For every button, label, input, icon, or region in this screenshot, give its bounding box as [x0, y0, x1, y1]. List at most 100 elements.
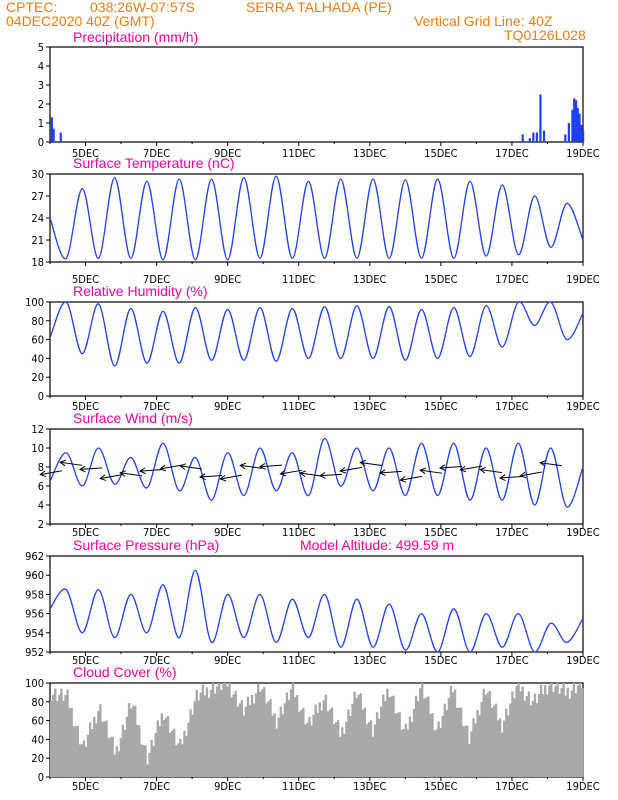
y-tick-label: 100	[25, 296, 44, 309]
cloud-bar	[322, 700, 325, 777]
cloud-bar	[123, 729, 127, 777]
precip-bar	[532, 132, 535, 142]
cloud-bar	[353, 691, 356, 777]
cloud-bar	[308, 717, 311, 777]
header-station: SERRA TALHADA (PE)	[246, 0, 392, 15]
cloud-bar	[517, 683, 520, 777]
cloud-bar	[494, 703, 498, 777]
wind-arrow	[180, 465, 203, 470]
wind-arrow-head	[159, 464, 167, 472]
cloud-bar	[406, 729, 410, 777]
wind-arrow-head	[99, 474, 107, 481]
cloud-bar	[117, 751, 120, 777]
wind-arrow-head	[119, 470, 127, 477]
cloud-bar	[220, 690, 223, 777]
cloud-bar	[330, 707, 334, 777]
cloud-bar	[334, 722, 338, 777]
wind-arrow-head	[239, 462, 247, 470]
cloud-bar	[535, 703, 539, 777]
x-tick-label: 5DEC	[72, 147, 99, 160]
cloud-bar	[552, 691, 555, 777]
y-tick-label: 40	[31, 352, 44, 365]
wind-arrow-head	[199, 473, 206, 481]
y-tick-label: 6	[38, 480, 44, 493]
cloud-bar	[572, 683, 576, 777]
x-tick-label: 7DEC	[143, 273, 170, 286]
wind-arrow-head	[219, 474, 227, 482]
wind-arrow	[460, 465, 483, 471]
cloud-bar	[537, 694, 541, 777]
cloud-bar	[525, 696, 528, 777]
x-tick-label: 5DEC	[72, 400, 99, 413]
cloud-bar	[240, 700, 243, 777]
x-tick-label: 13DEC	[353, 526, 386, 539]
cloud-bar	[386, 688, 389, 777]
wind-arrow	[380, 470, 403, 474]
cloud-bar	[293, 697, 297, 777]
cloud-bar	[556, 683, 559, 777]
wind-arrow-head	[79, 465, 86, 473]
wind-arrow	[420, 469, 443, 474]
cloud-bar	[347, 709, 350, 777]
cloud-bar	[242, 715, 246, 777]
cloud-bar	[433, 730, 436, 777]
y-tick-label: 12	[31, 423, 44, 436]
cloud-bar	[121, 724, 125, 777]
y-tick-label: 2	[38, 518, 44, 531]
cloud-bar	[439, 727, 442, 777]
cloud-bar	[509, 703, 512, 777]
x-tick-label: 9DEC	[214, 780, 241, 793]
cloud-bar	[191, 714, 194, 777]
cloud-bar	[302, 707, 305, 777]
cloud-bar	[259, 691, 262, 777]
cloud-bar	[527, 691, 530, 777]
cloud-bar	[76, 725, 79, 777]
cloud-bar	[498, 718, 502, 777]
cloud-bar	[425, 697, 428, 777]
wind-arrow-head	[379, 469, 386, 476]
series-line	[49, 175, 584, 261]
cloud-bar	[429, 714, 432, 777]
cloud-bar	[349, 715, 352, 777]
wind-arrow	[400, 475, 423, 481]
cloud-bar	[205, 687, 209, 777]
cloud-bar	[337, 720, 340, 777]
x-tick-label: 17DEC	[495, 273, 528, 286]
precip-bar	[580, 124, 583, 142]
cloud-bar	[289, 689, 293, 777]
cloud-bar	[109, 737, 112, 777]
cloud-bar	[199, 692, 202, 777]
cloud-bar	[482, 688, 485, 777]
cloud-bar	[269, 699, 272, 777]
cloud-bar	[150, 739, 153, 777]
wind-arrow	[500, 475, 523, 479]
cloud-bar	[179, 738, 182, 777]
cloud-bar	[68, 708, 71, 777]
x-tick-label: 19DEC	[566, 780, 599, 793]
cloud-bar	[230, 697, 233, 777]
cloud-bar	[464, 725, 467, 777]
cloud-bar	[91, 728, 94, 777]
header-run: 04DEC2020 40Z (GMT)	[6, 13, 155, 29]
wind-arrow	[160, 464, 183, 470]
x-tick-label: 17DEC	[495, 654, 528, 667]
cloud-bar	[462, 726, 465, 777]
y-tick-label: 60	[31, 334, 44, 347]
wind-arrow	[480, 469, 503, 474]
wind-arrow	[120, 472, 143, 477]
x-tick-label: 5DEC	[72, 780, 99, 793]
cloud-bar	[449, 685, 453, 777]
y-tick-label: 0	[38, 390, 44, 403]
y-tick-label: 10	[31, 442, 44, 455]
cloud-bar	[402, 729, 405, 777]
x-tick-label: 15DEC	[424, 400, 457, 413]
y-tick-label: 18	[31, 256, 44, 269]
cloud-bar	[373, 724, 377, 777]
cloud-bar	[576, 685, 580, 777]
x-tick-label: 11DEC	[282, 273, 315, 286]
wind-arrow-head	[539, 460, 547, 467]
cloud-bar	[326, 711, 330, 777]
wind-arrow	[100, 474, 123, 480]
precip-bar	[535, 132, 539, 142]
y-tick-label: 60	[31, 715, 44, 728]
